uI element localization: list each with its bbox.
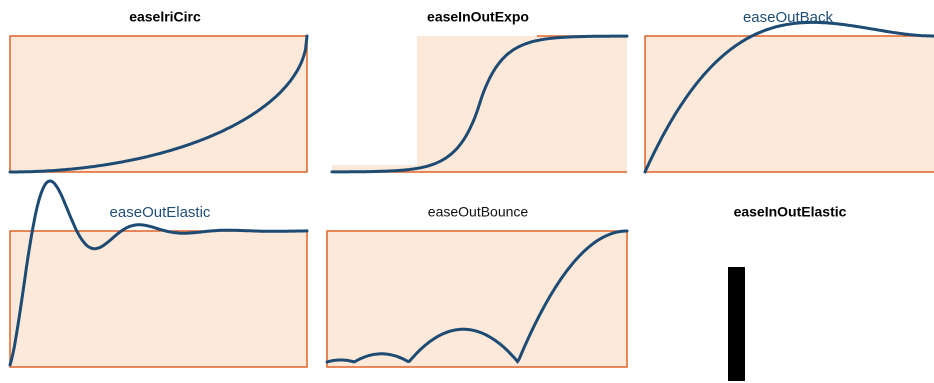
- panel-background: [9, 230, 308, 368]
- panel-background: [332, 165, 422, 172]
- black-bar: [728, 267, 745, 381]
- easing-curve: [330, 34, 629, 174]
- panel-title: easeInOutExpo: [427, 9, 529, 25]
- easing-curve: [325, 229, 629, 364]
- panel-background: [326, 230, 628, 368]
- panel-background: [9, 35, 308, 173]
- panel-background: [644, 35, 934, 173]
- easing-curve: [8, 179, 309, 367]
- panel-background: [417, 36, 627, 172]
- panel-title: easeOutElastic: [110, 204, 211, 221]
- panel-title: easelriCirc: [129, 9, 201, 25]
- panel-title: easeOutBounce: [428, 204, 529, 220]
- panel-title: easeInOutElastic: [734, 204, 847, 220]
- easing-curve: [8, 34, 309, 174]
- easing-curve: [643, 20, 934, 174]
